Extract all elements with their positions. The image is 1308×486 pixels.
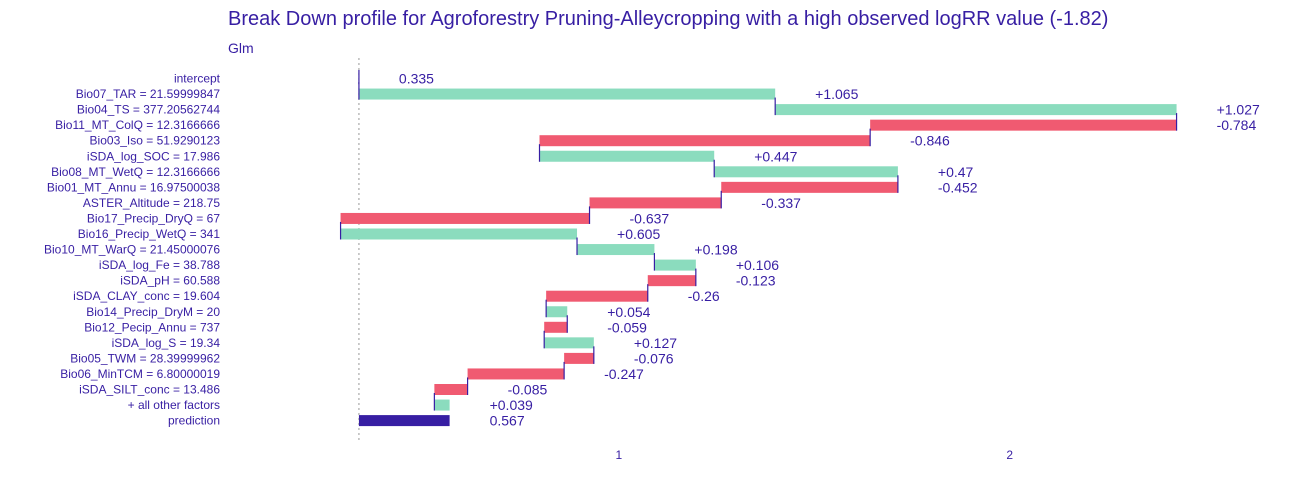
y-label: iSDA_log_SOC = 17.986 xyxy=(87,149,220,163)
positive-bar xyxy=(546,306,568,318)
negative-bar xyxy=(546,290,648,302)
value-label: +1.065 xyxy=(815,86,858,102)
negative-bar xyxy=(434,384,468,395)
positive-bar xyxy=(434,399,450,411)
y-label: ASTER_Altitude = 218.75 xyxy=(83,196,220,210)
y-label: iSDA_CLAY_conc = 19.604 xyxy=(73,289,220,303)
value-label: -0.247 xyxy=(604,366,644,382)
y-label: Bio17_Precip_DryQ = 67 xyxy=(87,211,220,225)
negative-bar xyxy=(589,197,722,209)
y-label: Bio12_Pecip_Annu = 737 xyxy=(84,320,220,334)
positive-bar xyxy=(577,244,655,256)
y-label: Bio11_MT_ColQ = 12.3166666 xyxy=(55,118,220,132)
y-label: Bio01_MT_Annu = 16.97500038 xyxy=(47,180,220,194)
plot-area: intercept 0.335 Bio07_TAR = 21.59999847 +1.… xyxy=(44,58,1260,462)
value-label: -0.059 xyxy=(607,319,647,335)
y-label: Bio04_TS = 377.20562744 xyxy=(77,103,220,117)
prediction-bar xyxy=(358,415,450,427)
negative-bar xyxy=(721,181,898,193)
chart-title: Break Down profile for Agroforestry Prun… xyxy=(228,8,1108,30)
y-label: iSDA_log_S = 19.34 xyxy=(112,336,221,350)
y-label: intercept xyxy=(174,72,221,86)
positive-bar xyxy=(358,88,776,100)
value-label: +0.127 xyxy=(634,335,677,351)
value-label: -0.846 xyxy=(910,133,950,149)
value-label: -0.637 xyxy=(630,210,670,226)
y-label: Bio10_MT_WarQ = 21.45000076 xyxy=(44,243,220,257)
value-label: -0.26 xyxy=(688,288,720,304)
value-label: 0.567 xyxy=(490,413,525,429)
y-label: Bio16_Precip_WetQ = 341 xyxy=(78,227,221,241)
x-tick-label: 2 xyxy=(1006,448,1013,462)
y-label: Bio05_TWM = 28.39999962 xyxy=(70,351,220,365)
negative-bar xyxy=(539,135,871,147)
y-label: Bio07_TAR = 21.59999847 xyxy=(76,87,221,101)
chart-subtitle: Glm xyxy=(228,40,254,56)
value-label: +0.47 xyxy=(938,164,974,180)
value-label: -0.784 xyxy=(1217,117,1257,133)
value-label: -0.085 xyxy=(508,382,548,398)
value-label: -0.452 xyxy=(938,179,978,195)
value-label: +0.605 xyxy=(617,226,660,242)
y-label: + all other factors xyxy=(128,398,220,412)
negative-bar xyxy=(340,212,590,224)
y-label: Bio06_MinTCM = 6.80000019 xyxy=(60,367,220,381)
value-label: +0.106 xyxy=(736,257,779,273)
y-label: iSDA_SILT_conc = 13.486 xyxy=(79,383,220,397)
y-label: Bio14_Precip_DryM = 20 xyxy=(86,305,220,319)
value-label: +0.198 xyxy=(694,242,737,258)
positive-bar xyxy=(714,166,898,178)
positive-bar xyxy=(539,150,715,162)
value-label: 0.335 xyxy=(399,71,434,87)
y-label: prediction xyxy=(168,414,220,428)
negative-bar xyxy=(564,352,594,364)
value-label: +0.039 xyxy=(490,397,533,413)
value-label: +0.447 xyxy=(754,148,797,164)
y-label: Bio08_MT_WetQ = 12.3166666 xyxy=(51,165,220,179)
negative-bar xyxy=(467,368,565,380)
positive-bar xyxy=(340,228,578,240)
x-tick-label: 1 xyxy=(615,448,622,462)
positive-bar xyxy=(544,337,594,349)
value-label: -0.123 xyxy=(736,273,776,289)
value-label: +1.027 xyxy=(1217,102,1260,118)
y-label: iSDA_pH = 60.588 xyxy=(120,274,220,288)
positive-bar xyxy=(775,104,1177,116)
value-label: +0.054 xyxy=(607,304,650,320)
positive-bar xyxy=(654,259,696,271)
negative-bar xyxy=(544,321,568,333)
value-label: -0.076 xyxy=(634,350,674,366)
negative-bar xyxy=(647,275,696,287)
value-label: -0.337 xyxy=(761,195,801,211)
negative-bar xyxy=(870,119,1177,131)
y-label: Bio03_Iso = 51.9290123 xyxy=(90,134,221,148)
y-label: iSDA_log_Fe = 38.788 xyxy=(99,258,220,272)
